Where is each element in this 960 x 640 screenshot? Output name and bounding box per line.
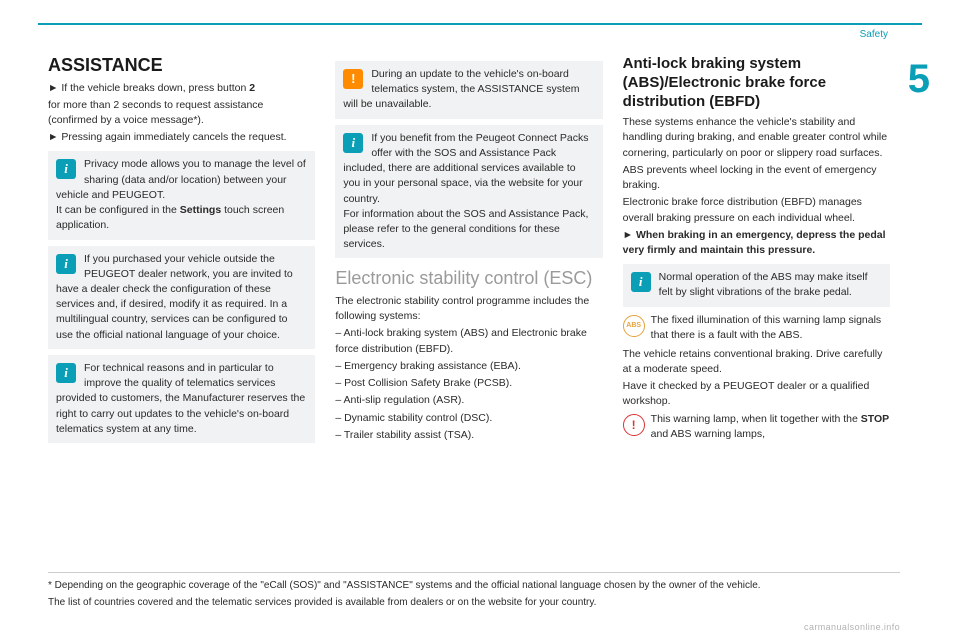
stop1c: and ABS warning lamps,: [651, 428, 765, 440]
warn-icon: !: [343, 69, 363, 89]
box1a-text: Privacy mode allows you to manage the le…: [56, 158, 306, 200]
arrow-icon: [48, 131, 61, 143]
assistance-p2: for more than 2 seconds to request assis…: [48, 98, 315, 128]
esc-item-1: Anti-lock braking system (ABS) and Elect…: [335, 326, 602, 356]
footnote-line2: The list of countries covered and the te…: [48, 596, 900, 611]
info-icon: i: [56, 363, 76, 383]
stop1a: This warning lamp, when lit together wit…: [651, 413, 861, 425]
abs-p2: ABS prevents wheel locking in the event …: [623, 163, 890, 193]
content-columns: ASSISTANCE If the vehicle breaks down, p…: [48, 55, 890, 449]
footnote: * Depending on the geographic coverage o…: [48, 572, 900, 612]
abs-p3: Electronic brake force distribution (EBF…: [623, 195, 890, 225]
info-icon: i: [343, 133, 363, 153]
li6: Trailer stability assist (TSA).: [344, 429, 474, 441]
box1b-a: It can be configured in the: [56, 204, 180, 216]
info-icon: i: [56, 254, 76, 274]
box1-text: Normal operation of the ABS may make its…: [659, 271, 868, 298]
esc-item-5: Dynamic stability control (DSC).: [335, 411, 602, 426]
abs-p-check: Have it checked by a PEUGEOT dealer or a…: [623, 379, 890, 409]
info-icon: i: [56, 159, 76, 179]
footnote-line1: * Depending on the geographic coverage o…: [48, 579, 900, 594]
abs-warning-lamp-icon: ABS: [623, 315, 645, 337]
abs-p-retain: The vehicle retains conventional braking…: [623, 347, 890, 377]
info-box-connect-packs: i If you benefit from the Peugeot Connec…: [335, 125, 602, 259]
esc-intro: The electronic stability control program…: [335, 294, 602, 324]
esc-item-4: Anti-slip regulation (ASR).: [335, 393, 602, 408]
info-box-technical: i For technical reasons and in particula…: [48, 355, 315, 443]
chapter-number: 5: [908, 50, 930, 108]
column-1: ASSISTANCE If the vehicle breaks down, p…: [48, 55, 315, 449]
info-icon: i: [631, 272, 651, 292]
esc-item-3: Post Collision Safety Brake (PCSB).: [335, 376, 602, 391]
assistance-p1: If the vehicle breaks down, press button…: [48, 81, 315, 96]
li5: Dynamic stability control (DSC).: [344, 412, 492, 424]
li3: Post Collision Safety Brake (PCSB).: [344, 377, 512, 389]
info-box-privacy: i Privacy mode allows you to manage the …: [48, 151, 315, 239]
info-box-abs-normal: i Normal operation of the ABS may make i…: [623, 264, 890, 306]
stop-bold: STOP: [861, 413, 889, 425]
header-section-label: Safety: [860, 28, 888, 43]
warn-box-update: ! During an update to the vehicle's on-b…: [335, 61, 602, 119]
li4: Anti-slip regulation (ASR).: [344, 394, 465, 406]
warn-text: During an update to the vehicle's on-boa…: [343, 68, 579, 110]
abs-warning-block: ABS The fixed illumination of this warni…: [623, 313, 890, 347]
watermark: carmanualsonline.info: [804, 621, 900, 634]
column-2: ! During an update to the vehicle's on-b…: [335, 55, 602, 449]
arrow-icon: [623, 229, 636, 241]
esc-heading: Electronic stability control (ESC): [335, 268, 602, 290]
abs1-text: The fixed illumination of this warning l…: [651, 314, 882, 341]
abs-heading: Anti-lock braking system (ABS)/Electroni…: [623, 55, 890, 111]
assistance-heading: ASSISTANCE: [48, 55, 315, 77]
settings-label: Settings: [180, 204, 221, 216]
p3-text: Pressing again immediately cancels the r…: [61, 131, 286, 143]
button-number: 2: [249, 82, 255, 94]
box2-text: If you purchased your vehicle outside th…: [56, 253, 293, 341]
p4-bold: When braking in an emergency, depress th…: [623, 229, 886, 256]
assistance-p3: Pressing again immediately cancels the r…: [48, 130, 315, 145]
header-rule: [38, 23, 922, 25]
box3-text: For technical reasons and in particular …: [56, 362, 305, 435]
box1b: It can be configured in the Settings tou…: [56, 203, 307, 233]
abs-p4: When braking in an emergency, depress th…: [623, 228, 890, 258]
box1a-text: If you benefit from the Peugeot Connect …: [343, 132, 588, 205]
stop-warning-block: ! This warning lamp, when lit together w…: [623, 412, 890, 446]
stop-warning-lamp-icon: !: [623, 414, 645, 436]
p1a: If the vehicle breaks down, press button: [61, 82, 249, 94]
box1b-text: For information about the SOS and Assist…: [343, 207, 594, 253]
esc-item-6: Trailer stability assist (TSA).: [335, 428, 602, 443]
li2: Emergency braking assistance (EBA).: [344, 360, 521, 372]
esc-item-2: Emergency braking assistance (EBA).: [335, 359, 602, 374]
li1: Anti-lock braking system (ABS) and Elect…: [335, 327, 587, 354]
arrow-icon: [48, 82, 61, 94]
column-3: Anti-lock braking system (ABS)/Electroni…: [623, 55, 890, 449]
abs-p1: These systems enhance the vehicle's stab…: [623, 115, 890, 161]
info-box-dealer: i If you purchased your vehicle outside …: [48, 246, 315, 349]
